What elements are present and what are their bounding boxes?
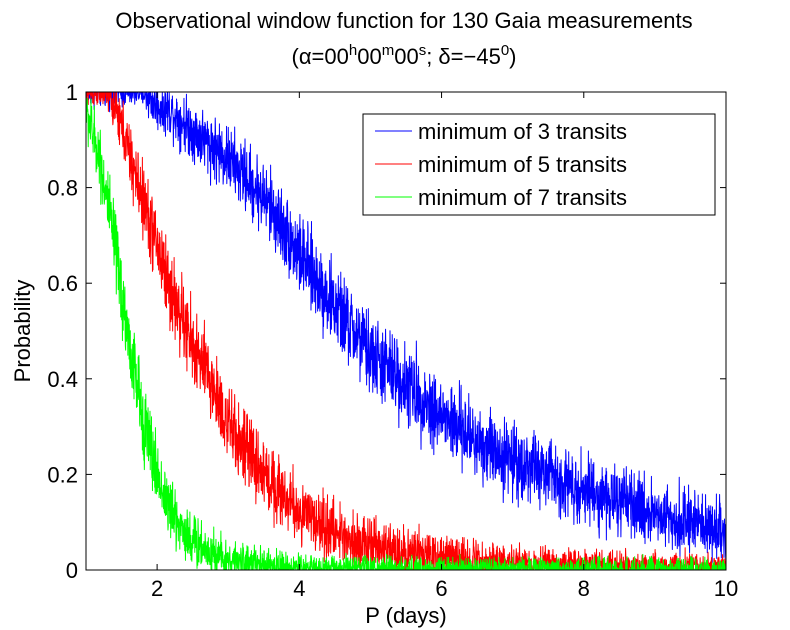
chart-subtitle: (α=00h00m00s; δ=−450) — [292, 42, 517, 69]
subtitle-hours-unit: h — [349, 42, 357, 59]
subtitle-minutes-unit: m — [382, 42, 395, 59]
subtitle-seconds-unit: s — [419, 42, 427, 59]
subtitle-close: ) — [509, 44, 516, 69]
y-axis-label: Probability — [10, 280, 35, 383]
y-tick-label: 1 — [66, 80, 78, 105]
y-tick-label: 0.6 — [47, 271, 78, 296]
legend-box — [362, 113, 716, 216]
subtitle-alpha: α=00 — [299, 44, 349, 69]
y-tick-label: 0 — [66, 558, 78, 583]
x-axis-label: P (days) — [365, 603, 447, 628]
chart-title: Observational window function for 130 Ga… — [115, 8, 692, 33]
subtitle-seconds: 00 — [394, 44, 418, 69]
ticks-layer: 2 4 6 8 10 0 0.2 0.4 0.6 0.8 1 — [47, 80, 738, 601]
legend-label-7-transits: minimum of 7 transits — [418, 185, 627, 210]
subtitle-degree-mark: 0 — [501, 42, 509, 59]
x-tick-label: 10 — [714, 576, 738, 601]
series-line-3-transits — [85, 91, 727, 563]
legend-label-5-transits: minimum of 5 transits — [418, 152, 627, 177]
x-tick-label: 2 — [151, 576, 163, 601]
x-tick-label: 4 — [293, 576, 305, 601]
y-tick-label: 0.8 — [47, 176, 78, 201]
legend: minimum of 3 transits minimum of 5 trans… — [362, 113, 716, 216]
plot-frame — [85, 91, 727, 571]
y-tick-label: 0.2 — [47, 462, 78, 487]
subtitle-minutes: 00 — [357, 44, 381, 69]
legend-label-3-transits: minimum of 3 transits — [418, 119, 627, 144]
y-tick-label: 0.4 — [47, 367, 78, 392]
x-tick-label: 6 — [435, 576, 447, 601]
x-tick-label: 8 — [578, 576, 590, 601]
subtitle-delta: ; δ=−45 — [426, 44, 501, 69]
subtitle-open: ( — [292, 44, 300, 69]
